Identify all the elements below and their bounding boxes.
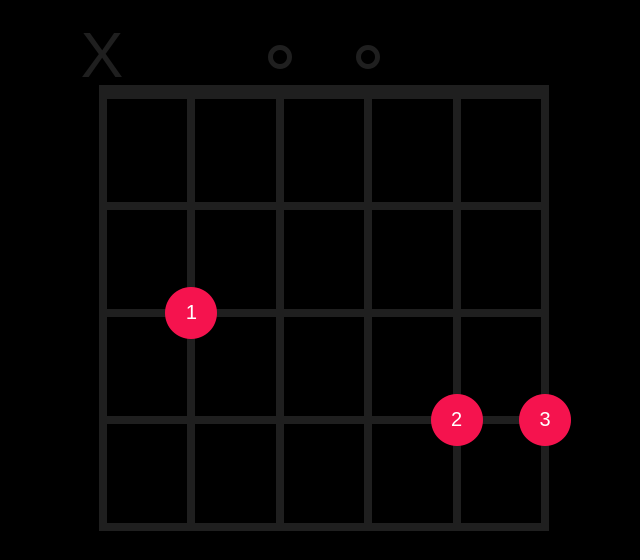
string-line [364,85,372,531]
open-string-marker [356,45,380,69]
finger-position: 2 [431,394,483,446]
fret-line [99,523,549,531]
string-line [453,85,461,531]
open-string-marker [268,45,292,69]
fret-line [99,202,549,210]
string-line [276,85,284,531]
string-line [541,85,549,531]
finger-label: 1 [186,302,197,325]
finger-position: 3 [519,394,571,446]
finger-label: 2 [451,409,462,432]
finger-label: 3 [539,409,550,432]
string-line [99,85,107,531]
nut [99,85,549,99]
finger-position: 1 [165,287,217,339]
muted-string-marker: X [81,23,124,87]
